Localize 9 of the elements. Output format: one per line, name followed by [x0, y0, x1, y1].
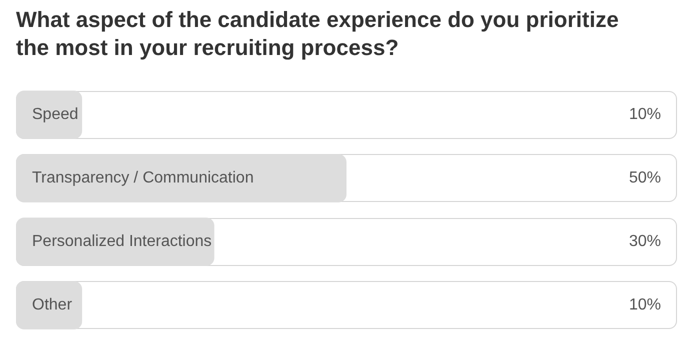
y-tick-label: Speed [32, 106, 78, 124]
data-label: 10% [628, 106, 661, 124]
chart-title: What aspect of the candidate experience do you prioritize the most in your recruiting process? [16, 6, 620, 62]
y-tick-label: Other [32, 296, 73, 314]
y-tick-label: Transparency / Communication [32, 170, 254, 187]
data-label: 50% [628, 170, 661, 187]
data-label: 10% [628, 296, 661, 314]
data-label: 30% [628, 233, 661, 250]
y-tick-label: Personalized Interactions [32, 233, 212, 250]
